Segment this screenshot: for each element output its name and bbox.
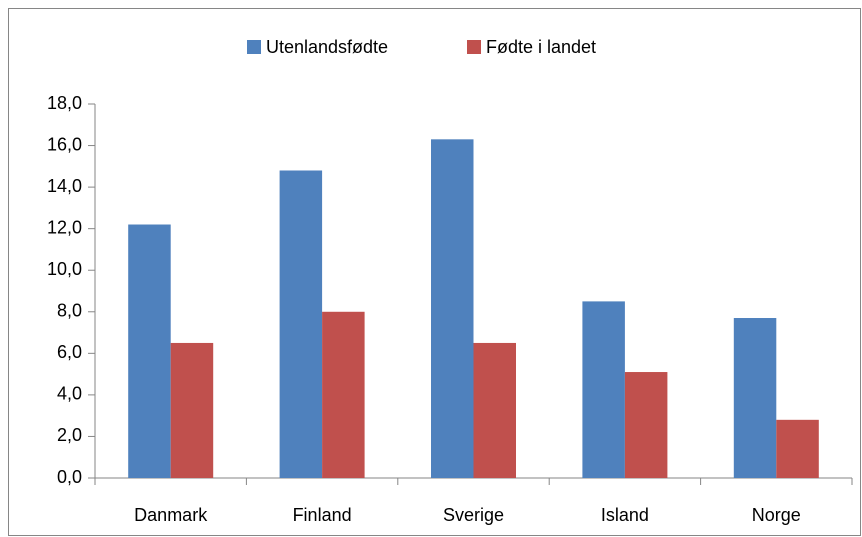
legend-swatch	[467, 40, 481, 54]
y-tick-label: 16,0	[47, 134, 82, 154]
x-tick-label: Danmark	[134, 505, 208, 525]
x-tick-label: Island	[601, 505, 649, 525]
y-tick-label: 14,0	[47, 176, 82, 196]
y-tick-label: 0,0	[57, 467, 82, 487]
y-tick-label: 18,0	[47, 93, 82, 113]
legend-label: Fødte i landet	[486, 37, 596, 57]
bar	[624, 372, 668, 478]
y-tick-label: 10,0	[47, 259, 82, 279]
bar	[128, 224, 171, 478]
y-tick-label: 12,0	[47, 217, 82, 237]
y-tick-label: 6,0	[57, 342, 82, 362]
bar	[473, 342, 516, 478]
bar	[582, 301, 625, 478]
legend-swatch	[247, 40, 261, 54]
legend-label: Utenlandsfødte	[266, 37, 388, 57]
x-tick-label: Sverige	[443, 505, 504, 525]
bar	[431, 139, 474, 479]
bar	[279, 170, 323, 478]
x-tick-label: Norge	[752, 505, 801, 525]
bar	[170, 342, 214, 478]
bar	[776, 419, 819, 478]
bar	[733, 318, 777, 478]
y-tick-label: 4,0	[57, 384, 82, 404]
y-tick-label: 8,0	[57, 301, 82, 321]
y-tick-label: 2,0	[57, 425, 82, 445]
x-tick-label: Finland	[293, 505, 352, 525]
bar	[322, 311, 365, 478]
